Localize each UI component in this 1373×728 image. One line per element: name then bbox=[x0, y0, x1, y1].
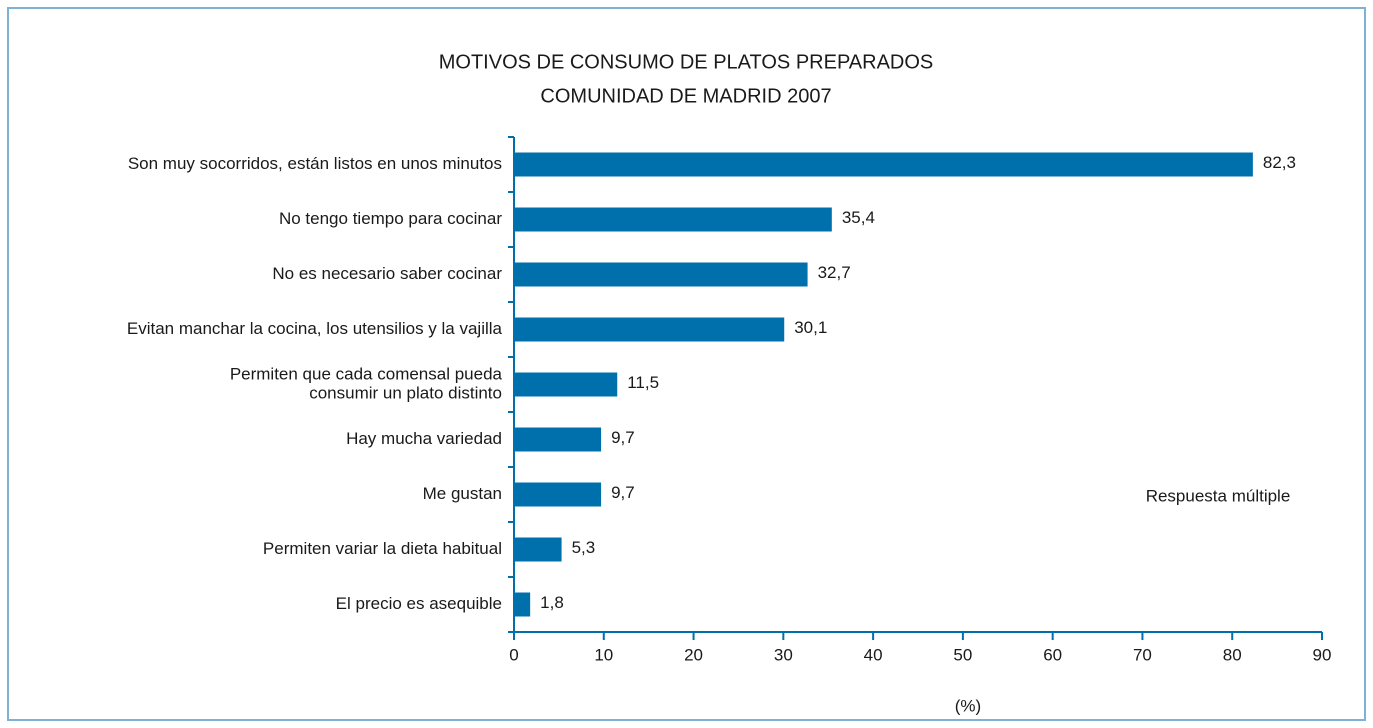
bar bbox=[514, 262, 808, 287]
y-tick-label: Hay mucha variedad bbox=[346, 429, 502, 448]
value-label: 32,7 bbox=[818, 263, 851, 282]
annotation: Respuesta múltiple bbox=[1146, 486, 1291, 505]
bar bbox=[514, 427, 602, 452]
bar bbox=[514, 372, 618, 397]
y-tick-label: Me gustan bbox=[423, 484, 502, 503]
bar bbox=[514, 537, 562, 562]
x-tick-label: 70 bbox=[1133, 645, 1152, 664]
y-tick-label: El precio es asequible bbox=[336, 594, 502, 613]
value-label: 9,7 bbox=[611, 483, 635, 502]
x-tick-label: 20 bbox=[684, 645, 703, 664]
chart-title: MOTIVOS DE CONSUMO DE PLATOS PREPARADOS bbox=[439, 51, 934, 73]
x-tick-label: 50 bbox=[953, 645, 972, 664]
x-tick-label: 0 bbox=[509, 645, 518, 664]
x-tick-label: 60 bbox=[1043, 645, 1062, 664]
y-tick-label: consumir un plato distinto bbox=[309, 383, 502, 402]
x-tick-label: 80 bbox=[1223, 645, 1242, 664]
y-tick-label: No tengo tiempo para cocinar bbox=[279, 209, 502, 228]
value-label: 30,1 bbox=[794, 318, 827, 337]
bar bbox=[514, 207, 832, 232]
bar bbox=[514, 482, 602, 507]
chart-subtitle: COMUNIDAD DE MADRID 2007 bbox=[540, 85, 831, 107]
value-label: 5,3 bbox=[572, 538, 596, 557]
value-label: 11,5 bbox=[627, 373, 659, 392]
value-label: 9,7 bbox=[611, 428, 635, 447]
bar bbox=[514, 317, 785, 342]
x-tick-label: 90 bbox=[1313, 645, 1332, 664]
x-tick-label: 10 bbox=[594, 645, 613, 664]
value-label: 1,8 bbox=[540, 593, 564, 612]
frame bbox=[7, 7, 1366, 721]
y-tick-label: Permiten variar la dieta habitual bbox=[263, 539, 502, 558]
value-label: 35,4 bbox=[842, 208, 875, 227]
y-tick-label: Evitan manchar la cocina, los utensilios… bbox=[127, 319, 503, 338]
y-tick-label: Permiten que cada comensal pueda bbox=[230, 364, 503, 383]
x-tick-label: 40 bbox=[864, 645, 883, 664]
bar bbox=[514, 152, 1253, 177]
x-axis-label: (%) bbox=[955, 696, 981, 715]
y-tick-label: Son muy socorridos, están listos en unos… bbox=[128, 154, 502, 173]
bar bbox=[514, 592, 531, 617]
value-label: 82,3 bbox=[1263, 153, 1296, 172]
x-tick-label: 30 bbox=[774, 645, 793, 664]
y-tick-label: No es necesario saber cocinar bbox=[272, 264, 502, 283]
